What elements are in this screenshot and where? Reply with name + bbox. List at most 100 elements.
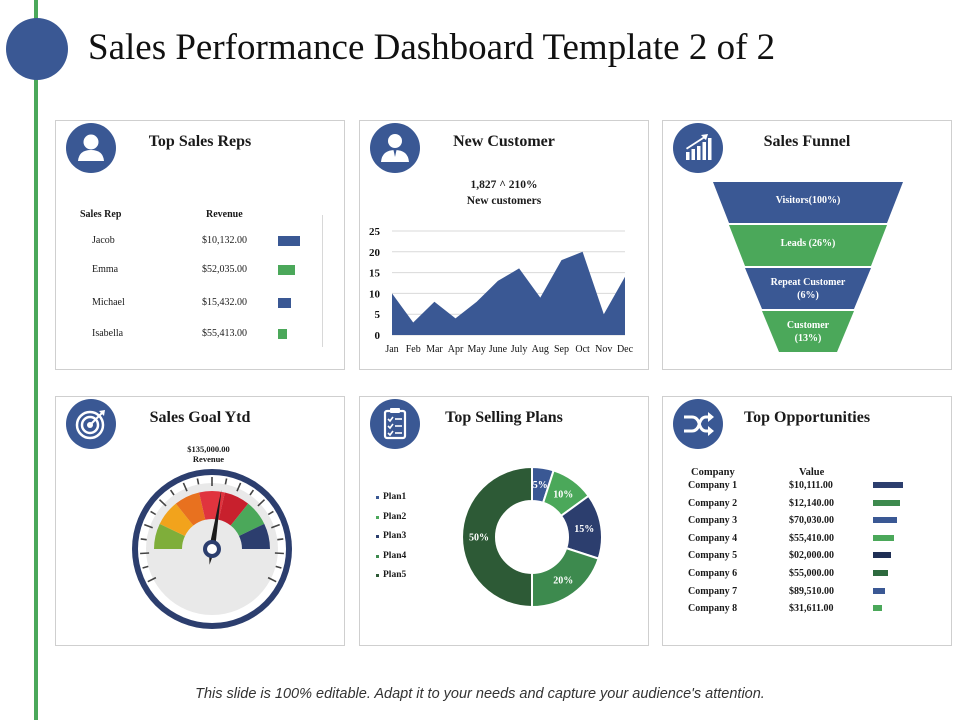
legend-label: Plan3 <box>383 531 407 541</box>
gauge-hub-center <box>207 544 217 554</box>
opportunity-value: $10,111.00 <box>789 480 833 491</box>
sales-rep-header: Sales Rep <box>80 209 122 220</box>
value-header: Value <box>799 467 825 478</box>
gauge-band-segment <box>230 503 265 536</box>
y-tick-label: 25 <box>369 226 381 238</box>
rep-revenue: $15,432.00 <box>202 297 247 308</box>
x-tick-label: July <box>511 344 528 355</box>
person-icon <box>66 123 116 173</box>
gauge-tick <box>277 538 284 541</box>
funnel-stage <box>729 225 887 266</box>
opportunity-bar <box>873 534 894 541</box>
top-opportunities-panel: Top Opportunities Company Value Company … <box>662 396 952 646</box>
opportunity-bar <box>873 570 888 576</box>
rep-name: Jacob <box>92 235 115 246</box>
funnel-stage-sublabel: (13%) <box>795 333 822 344</box>
opportunity-bar <box>873 517 897 524</box>
opportunity-value: $70,030.00 <box>789 515 834 527</box>
gauge-tick <box>224 478 228 485</box>
revenue-header: Revenue <box>206 209 243 220</box>
x-tick-label: Dec <box>617 344 634 355</box>
gauge-tick <box>158 499 167 507</box>
opportunity-bar <box>873 552 891 559</box>
opportunity-value: $12,140.00 <box>789 497 834 509</box>
company-header: Company <box>691 467 735 478</box>
sales-funnel-title: Sales Funnel <box>763 133 851 150</box>
gauge-tick <box>147 576 157 583</box>
legend-label: Plan4 <box>383 550 407 561</box>
gauge-tick <box>275 565 282 569</box>
shuffle-icon <box>673 399 723 449</box>
sales-funnel-panel: Sales Funnel Visitors(100%) Leads (26%) Re… <box>662 120 952 370</box>
opportunity-bar <box>873 499 900 506</box>
rep-name: Isabella <box>92 328 124 339</box>
legend-marker <box>376 515 379 519</box>
new-customer-area-chart: 0 5 10 15 20 25 Jan Feb Mar Apr May June July Aug Sep O… <box>369 226 634 355</box>
opportunity-company: Company 8 <box>688 603 738 615</box>
legend-marker <box>376 496 379 499</box>
y-tick-label: 10 <box>369 288 381 300</box>
opportunity-value: $02,000.00 <box>789 550 834 562</box>
target-icon <box>66 399 116 449</box>
x-tick-label: Sep <box>554 344 569 355</box>
legend-label: Plan5 <box>383 570 407 580</box>
x-tick-label: Apr <box>448 344 464 355</box>
funnel-stage-label: Visitors(100%) <box>776 195 841 206</box>
gauge-tick <box>169 489 175 496</box>
page-title: Sales Performance Dashboard Template 2 o… <box>88 27 776 68</box>
new-customer-kpi-label: New customers <box>466 195 542 207</box>
gauge-tick <box>267 510 274 516</box>
funnel-stage-label: Customer <box>787 320 830 331</box>
top-sales-reps-panel: Top Sales Reps Sales Rep Revenue Jacob $1… <box>55 120 345 370</box>
goal-value: $135,000.00 <box>187 444 230 454</box>
gauge-band-segment <box>175 492 206 526</box>
opportunity-company: Company 2 <box>688 497 738 509</box>
rep-revenue: $52,035.00 <box>202 264 247 275</box>
new-customer-title: New Customer <box>453 133 555 150</box>
reps-divider <box>322 215 323 347</box>
rep-revenue-bar <box>278 298 291 308</box>
legend-label: Plan2 <box>383 511 407 522</box>
rep-revenue-bar <box>278 236 300 246</box>
gauge-tick <box>142 565 149 569</box>
opportunity-value: $31,611.00 <box>789 603 834 615</box>
opportunity-company: Company 3 <box>688 515 738 527</box>
opportunity-company: Company 1 <box>688 480 738 491</box>
funnel-stage-label: Repeat Customer <box>771 277 846 288</box>
donut-slice-label: 10% <box>553 490 573 501</box>
opportunity-company: Company 4 <box>688 532 738 544</box>
plans-donut-chart: 5% 10% 15% 20% 50% <box>461 465 603 609</box>
new-customer-panel: New Customer 1,827 ^ 210% New customers … <box>359 120 649 370</box>
x-tick-label: Oct <box>575 344 590 355</box>
funnel-stage-sublabel: (6%) <box>797 290 819 301</box>
opportunity-value: $55,410.00 <box>789 532 834 544</box>
rep-revenue-bar <box>278 329 287 339</box>
opportunity-value: $89,510.00 <box>789 585 834 597</box>
gauge-tick <box>140 552 150 555</box>
rep-revenue-bar <box>278 265 295 275</box>
donut-slice-label: 20% <box>553 575 573 586</box>
bar-growth-icon <box>673 123 723 173</box>
x-tick-label: Aug <box>532 344 549 355</box>
legend-label: Plan1 <box>383 492 407 502</box>
gauge-tick <box>182 482 188 492</box>
new-customer-area-series <box>392 251 625 335</box>
funnel-stage <box>745 268 871 309</box>
opportunity-bar <box>873 482 903 488</box>
top-sales-reps-title: Top Sales Reps <box>148 133 252 150</box>
opportunity-bar <box>873 605 882 612</box>
y-tick-label: 20 <box>369 247 381 259</box>
opportunity-company: Company 7 <box>688 585 738 597</box>
y-tick-label: 15 <box>369 268 381 280</box>
new-customer-kpi: 1,827 ^ 210% <box>470 179 538 191</box>
x-tick-label: Nov <box>595 344 612 355</box>
y-tick-label: 5 <box>375 309 381 321</box>
legend-marker <box>376 554 379 558</box>
x-tick-label: June <box>489 344 508 355</box>
sales-goal-gauge <box>132 469 292 629</box>
funnel-stage <box>713 182 903 223</box>
gauge-band-segment <box>239 523 270 549</box>
gauge-tick <box>150 510 157 516</box>
gauge-tick <box>140 538 147 541</box>
opportunity-value: $55,000.00 <box>789 568 834 579</box>
